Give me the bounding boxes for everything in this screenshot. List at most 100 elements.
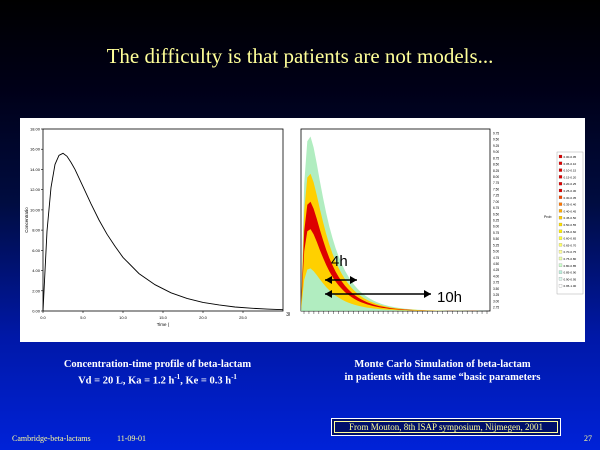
right-axis-tick-label: 8.75 bbox=[493, 156, 499, 160]
right-axis-tick-label: 6.75 bbox=[493, 206, 499, 210]
right-caption-line2: in patients with the same “basic paramet… bbox=[344, 372, 541, 383]
right-axis-tick-label: 9.25 bbox=[493, 144, 499, 148]
legend-swatch bbox=[558, 195, 563, 199]
legend-entry: 0.15-0.20 bbox=[564, 175, 577, 179]
duration-arrow-head-right bbox=[424, 290, 431, 298]
left-caption: Concentration-time profile of beta-lacta… bbox=[20, 358, 295, 388]
right-axis-tick-label: 5.00 bbox=[493, 250, 499, 254]
legend-entry: 0.45-0.50 bbox=[564, 216, 577, 220]
right-axis-tick-label: 6.00 bbox=[493, 225, 499, 229]
legend-entry: 0.90-0.95 bbox=[564, 277, 577, 281]
right-axis-tick-label: 7.50 bbox=[493, 187, 499, 191]
right-axis-tick-label: 4.00 bbox=[493, 274, 499, 278]
peak-arrow-head-right bbox=[350, 276, 357, 284]
reference-text: From Mouton, 8th ISAP symposium, Nijmege… bbox=[334, 421, 558, 433]
ke-unit-sup: -1 bbox=[231, 373, 237, 381]
legend-entry: 0.65-0.70 bbox=[564, 243, 577, 247]
legend-swatch bbox=[558, 175, 563, 179]
right-axis-tick-label: 8.50 bbox=[493, 163, 499, 167]
right-axis-tick-label: 7.25 bbox=[493, 194, 499, 198]
right-axis-tick-label: 9.00 bbox=[493, 150, 499, 154]
y-tick-label: 18.00 bbox=[30, 127, 41, 132]
legend-swatch bbox=[558, 270, 563, 274]
legend-swatch bbox=[558, 243, 563, 247]
legend-entry: 0.40-0.45 bbox=[564, 209, 577, 213]
right-axis-tick-label: 4.50 bbox=[493, 262, 499, 266]
x-extra-tick-label: 30 bbox=[286, 312, 290, 318]
legend-swatch bbox=[558, 229, 563, 233]
right-axis-tick-label: 8.00 bbox=[493, 175, 499, 179]
right-axis-tick-label: 9.75 bbox=[493, 132, 499, 136]
legend-entry: 0.75-0.80 bbox=[564, 257, 577, 261]
legend-swatch bbox=[558, 256, 563, 261]
right-caption: Monte Carlo Simulation of beta-lactam in… bbox=[305, 358, 580, 384]
footer-left: Cambridge-beta-lactams bbox=[12, 434, 91, 443]
legend-swatch bbox=[558, 182, 563, 186]
x-tick-label: 25.0 bbox=[239, 315, 248, 320]
peak-label: 4h bbox=[331, 253, 348, 270]
right-axis-tick-label: 4.25 bbox=[493, 268, 499, 272]
legend-swatch bbox=[558, 250, 563, 254]
right-axis-tick-label: 5.50 bbox=[493, 237, 499, 241]
legend-title: Prob bbox=[544, 215, 551, 219]
legend-entry: 0.60-0.65 bbox=[564, 237, 577, 241]
right-axis-tick-label: 5.25 bbox=[493, 243, 499, 247]
y-tick-label: 4.00 bbox=[32, 268, 41, 273]
footer-date: 11-09-01 bbox=[117, 434, 147, 443]
legend-entry: 0.80-0.85 bbox=[564, 264, 577, 268]
right-axis-tick-label: 6.50 bbox=[493, 212, 499, 216]
y-tick-label: 10.00 bbox=[30, 207, 41, 212]
reference-box: From Mouton, 8th ISAP symposium, Nijmege… bbox=[331, 418, 561, 436]
x-tick-label: 15.0 bbox=[159, 315, 168, 320]
legend-swatch bbox=[558, 188, 563, 193]
left-caption-ke: , Ke = 0.3 h bbox=[180, 375, 232, 387]
legend-swatch bbox=[558, 202, 563, 206]
legend-swatch bbox=[558, 216, 563, 220]
right-axis-tick-label: 2.75 bbox=[493, 306, 499, 310]
density-band-outer bbox=[301, 136, 490, 311]
concentration-curve bbox=[42, 152, 284, 312]
legend-entry: 0.20-0.25 bbox=[564, 182, 577, 186]
right-axis-tick-label: 7.00 bbox=[493, 200, 499, 204]
x-tick-label: 10.0 bbox=[119, 315, 128, 320]
y-tick-label: 6.00 bbox=[32, 248, 41, 253]
legend-entry: 0.55-0.60 bbox=[564, 230, 577, 234]
ka-unit-sup: -1 bbox=[174, 373, 181, 381]
legend-swatch bbox=[558, 236, 563, 240]
y-tick-label: 8.00 bbox=[32, 228, 41, 233]
y-tick-label: 16.00 bbox=[30, 147, 41, 152]
legend-swatch bbox=[558, 277, 563, 281]
plot-frame bbox=[42, 128, 284, 312]
right-axis-tick-label: 5.75 bbox=[493, 231, 499, 235]
peak-arrow-head-left bbox=[325, 276, 332, 284]
legend-entry: 0.30-0.35 bbox=[564, 196, 577, 200]
legend-entry: 0.25-0.30 bbox=[564, 189, 577, 193]
figure-panel: 0.00 2.00 4.00 6.00 8.00 10.00 12.00 14.00 16.00… bbox=[20, 118, 585, 342]
legend-swatch bbox=[558, 209, 563, 213]
legend-entry: 0.85-0.90 bbox=[564, 271, 577, 275]
right-axis-tick-label: 9.50 bbox=[493, 138, 499, 142]
duration-arrow-head-left bbox=[325, 290, 332, 298]
duration-label: 10h bbox=[437, 289, 462, 306]
legend-swatch bbox=[558, 154, 563, 159]
left-caption-line1: Concentration-time profile of beta-lacta… bbox=[63, 359, 252, 370]
x-axis-label: Time ( bbox=[157, 322, 170, 327]
right-caption-line1: Monte Carlo Simulation of beta-lactam bbox=[354, 359, 531, 370]
legend-entry: 0.00-0.05 bbox=[564, 155, 577, 159]
concentration-time-chart: 0.00 2.00 4.00 6.00 8.00 10.00 12.00 14.00 16.00… bbox=[24, 127, 290, 328]
right-axis-tick-label: 4.75 bbox=[493, 256, 499, 260]
left-caption-vd-ka: Vd = 20 L, Ka = 1.2 h bbox=[78, 375, 175, 387]
legend-swatch bbox=[558, 284, 563, 288]
legend-swatch bbox=[558, 222, 563, 227]
y-axis-label: Concentratio bbox=[24, 207, 29, 233]
right-axis-tick-label: 3.00 bbox=[493, 299, 499, 303]
page-number: 27 bbox=[584, 434, 592, 443]
legend-entry: 0.05-0.10 bbox=[564, 162, 577, 166]
y-tick-label: 14.00 bbox=[30, 167, 41, 172]
legend-entry: 0.70-0.75 bbox=[564, 250, 577, 254]
slide-title: The difficulty is that patients are not … bbox=[106, 44, 494, 68]
x-tick-label: 5.0 bbox=[80, 315, 86, 320]
right-axis-tick-label: 6.25 bbox=[493, 219, 499, 223]
monte-carlo-chart: 9.75 9.50 9.25 9.00 8.75 8.50 8.25 8.00 7.75 7.50… bbox=[300, 128, 584, 314]
